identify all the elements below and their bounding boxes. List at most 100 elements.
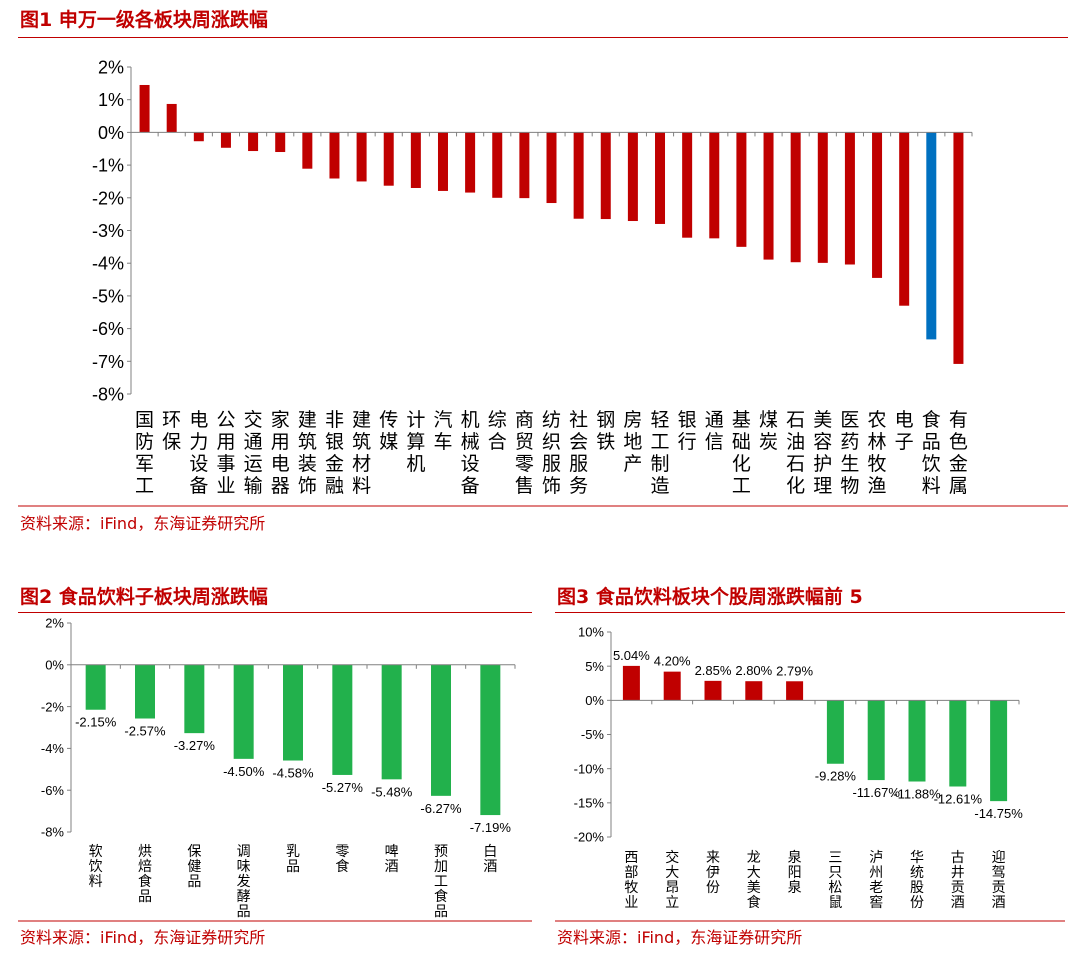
figure3-title-rule [555, 612, 1065, 613]
fig3-category-label: 华统股份 [910, 849, 924, 910]
fig3-category-label: 古井贡酒 [951, 849, 965, 910]
fig1-bar [899, 132, 910, 306]
fig1-bar [220, 132, 231, 148]
fig1-bar [573, 132, 584, 219]
fig1-bar [248, 132, 259, 152]
fig1-bar [492, 132, 503, 198]
fig1-y-tick-label: -6% [92, 319, 124, 339]
fig1-category-label: 非银金融 [325, 409, 344, 497]
fig3-y-tick-label: -20% [574, 830, 605, 845]
fig2-category-label: 啤酒 [385, 843, 399, 874]
fig1-y-tick-label: -3% [92, 221, 124, 241]
fig2-category-label: 乳品 [286, 843, 300, 874]
fig2-category-label: 零食 [335, 843, 349, 874]
fig1-bar [600, 132, 611, 220]
fig1-y-tick-label: -8% [92, 384, 124, 404]
fig1-category-label: 钢铁 [596, 409, 615, 453]
fig1-y-tick-label: -7% [92, 352, 124, 372]
fig2-bar [381, 664, 402, 780]
fig1-bar [953, 132, 964, 364]
fig1-bar [465, 132, 476, 193]
fig3-bar [663, 671, 681, 701]
fig2-y-tick-label: -6% [41, 783, 65, 798]
fig2-y-tick-label: 2% [45, 616, 64, 631]
fig1-category-label: 计算机 [406, 409, 425, 475]
fig1-category-label: 食品饮料 [922, 409, 941, 497]
fig1-y-tick-label: 1% [98, 90, 124, 110]
figure1-source: 资料来源：iFind，东海证券研究所 [20, 514, 266, 533]
fig3-bar [745, 681, 763, 701]
figure1-title: 图1 申万一级各板块周涨跌幅 [20, 9, 268, 31]
figure2-source: 资料来源：iFind，东海证券研究所 [20, 928, 266, 947]
fig3-data-label: 2.80% [735, 663, 772, 678]
fig3-bar [949, 700, 967, 787]
fig1-bar [627, 132, 638, 222]
fig3-y-tick-label: 10% [578, 625, 604, 640]
fig1-y-tick-label: -2% [92, 188, 124, 208]
fig2-y-tick-label: -2% [41, 699, 65, 714]
fig3-category-label: 迎驾贡酒 [992, 849, 1006, 910]
fig2-bar [283, 664, 303, 761]
fig3-bar [622, 665, 640, 701]
fig3-y-tick-label: 5% [585, 659, 604, 674]
fig1-category-label: 银行 [678, 409, 697, 453]
figure2-title-rule [18, 612, 532, 613]
fig1-category-label: 电力设备 [189, 409, 208, 497]
fig1-category-label: 环保 [162, 410, 181, 453]
fig1-category-label: 轻工制造 [651, 409, 670, 497]
fig2-bar [135, 664, 155, 719]
fig1-category-label: 有色金属 [949, 409, 968, 497]
figure1-chart: 2% 1% 0% -1% -2% -3% -4% -5% -6% -7% -8% 国防军工环保电力设备… [92, 57, 973, 497]
fig1-category-label: 交通运输 [244, 409, 263, 497]
fig2-y-tick-label: -4% [41, 741, 65, 756]
fig1-category-label: 国防军工 [135, 410, 154, 497]
fig1-category-label: 基础化工 [732, 409, 751, 497]
figure3-chart: 10% 5% 0% -5% -10% -15% -20% 5.04% 4.20% 2.85% 2.8… [574, 625, 1024, 910]
fig1-category-label: 传媒 [379, 409, 398, 453]
fig1-bar [383, 132, 394, 186]
fig3-category-label: 泸州老窖 [869, 849, 883, 910]
figure1-title-rule [18, 37, 1068, 38]
figure2-chart: 2% 0% -2% -4% -6% -8% -2.15% -2.57% -3.27% -4.50%… [41, 616, 516, 919]
fig1-bar [763, 132, 774, 260]
fig1-y-tick-label: -5% [92, 286, 124, 306]
fig3-category-label: 三只松鼠 [828, 849, 842, 910]
fig2-data-label: -5.48% [371, 784, 413, 799]
fig1-y-tick-label: -1% [92, 156, 124, 176]
fig1-bar [275, 132, 286, 153]
fig3-data-label: 5.04% [613, 648, 650, 663]
fig2-category-label: 调味发酵品 [237, 843, 251, 919]
fig3-data-label: -11.88% [893, 787, 941, 802]
fig3-y-tick-label: -15% [574, 796, 605, 811]
fig1-bar [302, 132, 313, 169]
fig1-y-tick-label: 2% [98, 57, 124, 77]
fig2-data-label: -2.15% [75, 715, 117, 730]
fig1-y-tick-label: -4% [92, 254, 124, 274]
fig1-bar [546, 132, 557, 204]
fig3-category-label: 泉阳泉 [788, 849, 802, 895]
fig3-y-tick-label: -5% [581, 727, 605, 742]
fig1-bar [817, 132, 828, 263]
fig3-data-label: 2.85% [695, 663, 732, 678]
fig2-bar [332, 664, 353, 775]
fig3-bar [786, 681, 804, 701]
fig1-category-label: 纺织服饰 [542, 409, 561, 497]
fig2-y-tick-label: 0% [45, 657, 64, 672]
fig2-data-label: -5.27% [322, 780, 364, 795]
fig3-category-label: 西部牧业 [624, 849, 638, 910]
fig1-category-label: 综合 [488, 409, 507, 453]
fig2-category-label: 烘焙食品 [138, 843, 152, 904]
fig3-y-tick-label: -10% [574, 761, 605, 776]
fig3-bar [826, 700, 844, 764]
fig1-category-label: 家用电器 [271, 409, 290, 497]
fig1-bar [166, 103, 177, 133]
fig1-category-label: 农林牧渔 [868, 409, 887, 497]
fig2-bar [233, 664, 254, 759]
fig1-y-tick-label: 0% [98, 123, 124, 143]
fig1-category-label: 美容护理 [813, 409, 832, 497]
fig2-data-label: -4.58% [272, 766, 314, 781]
fig1-category-label: 建筑材料 [352, 409, 371, 497]
figure3-title: 图3 食品饮料板块个股周涨跌幅前 5 [557, 586, 863, 608]
fig1-bar [139, 84, 150, 133]
fig3-data-label: -12.61% [934, 792, 983, 807]
